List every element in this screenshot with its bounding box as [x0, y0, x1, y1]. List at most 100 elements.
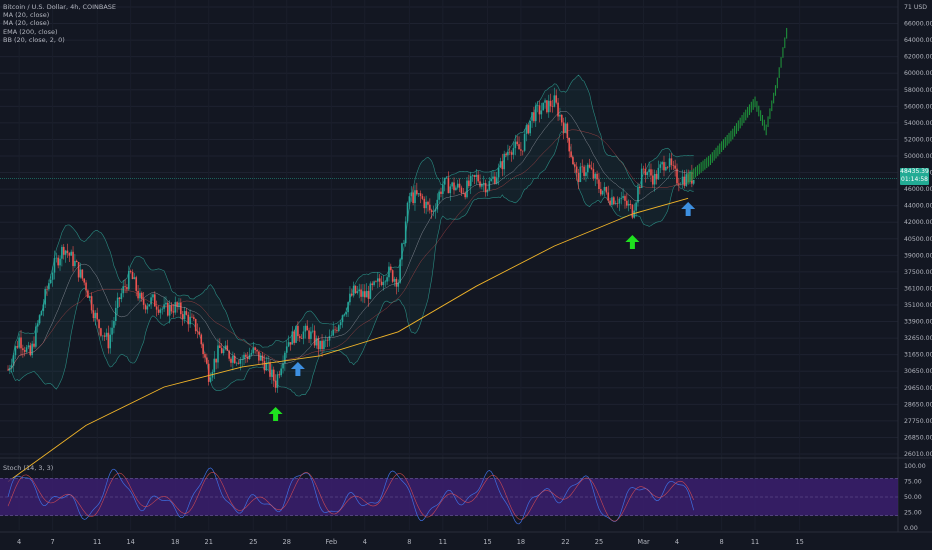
candle-body [66, 250, 69, 254]
candle-body [562, 122, 565, 133]
candle-body [577, 172, 580, 183]
candle-body [692, 179, 695, 184]
candle-body [495, 177, 498, 184]
candle-body [44, 289, 46, 305]
candle-body [458, 183, 461, 188]
candle-body [291, 331, 294, 345]
candle-body [185, 311, 188, 315]
signal-arrows [268, 202, 696, 421]
candle-body [217, 345, 219, 363]
candle-body [150, 297, 152, 305]
candle-body [61, 246, 63, 259]
candle-body [219, 345, 221, 348]
candle-body [341, 315, 344, 323]
candle-body [20, 337, 22, 349]
candle-body [129, 270, 132, 272]
candle-body [352, 285, 355, 296]
candle-body [559, 114, 561, 117]
candle-body [685, 174, 688, 186]
candle-body [609, 200, 611, 205]
candle-body [202, 344, 204, 355]
candle-body [573, 164, 576, 167]
candle-body [127, 270, 130, 290]
candle-body [176, 302, 178, 307]
candle-body [471, 175, 474, 177]
candle-body [360, 289, 362, 297]
candle-body [661, 162, 663, 165]
candle-body [38, 315, 41, 324]
candle-body [497, 167, 500, 178]
stoch-label[interactable]: Stoch (14, 3, 3) [3, 464, 54, 472]
candle-body [297, 325, 299, 337]
candle-body [72, 251, 74, 267]
candle-body [564, 123, 567, 133]
candle-body [399, 259, 401, 283]
x-tick-label: 7 [50, 538, 54, 546]
y-tick-label: 40500.00 [904, 236, 932, 243]
candle-body [627, 203, 630, 206]
candle-body [369, 283, 372, 299]
candle-body [553, 95, 556, 107]
candle-body [154, 294, 156, 307]
x-tick-label: 11 [93, 538, 101, 546]
candle-body [629, 203, 632, 205]
candle-body [172, 311, 175, 313]
candle-body [367, 290, 370, 299]
candle-body [538, 105, 541, 115]
x-tick-label: 4 [363, 538, 367, 546]
indicator-ema[interactable]: EMA (200, close) [3, 27, 58, 36]
candle-body [64, 250, 67, 255]
candle-body [51, 272, 54, 280]
candle-body [298, 336, 301, 339]
candle-body [311, 330, 314, 332]
candle-body [542, 102, 544, 111]
candle-body [640, 168, 643, 189]
candle-body [16, 346, 19, 348]
candle-body [417, 193, 420, 195]
candle-body [624, 196, 626, 201]
indicator-ma-1[interactable]: MA (20, close) [3, 11, 50, 20]
indicator-ma-2[interactable]: MA (20, close) [3, 19, 50, 28]
x-tick-label: 14 [126, 538, 134, 546]
candle-body [475, 174, 478, 177]
x-tick-label: Mar [637, 538, 650, 546]
bb-upper [7, 74, 694, 371]
candle-body [196, 331, 199, 332]
candle-body [246, 356, 249, 359]
candle-body [611, 197, 613, 205]
candle-body [272, 369, 275, 381]
stoch-band [0, 478, 898, 516]
indicator-bb[interactable]: BB (20, close, 2, 0) [3, 35, 65, 44]
candle-body [96, 312, 98, 320]
candle-body [579, 166, 582, 183]
candle-body [508, 151, 511, 153]
candle-body [362, 291, 364, 297]
candle-body [566, 123, 569, 138]
candle-body [648, 169, 650, 173]
candle-body [674, 165, 676, 169]
candle-body [40, 311, 43, 316]
candle-body [516, 141, 518, 145]
candle-body [375, 281, 377, 282]
candle-body [321, 340, 323, 350]
candle-body [605, 187, 608, 193]
candle-body [631, 204, 634, 218]
chart-title[interactable]: Bitcoin / U.S. Dollar, 4h, COINBASE [3, 3, 117, 11]
candle-body [456, 183, 459, 188]
candle-body [676, 168, 678, 184]
candle-body [181, 314, 184, 320]
candle-body [35, 326, 37, 347]
candle-body [449, 186, 452, 194]
candle-body [592, 169, 595, 179]
candle-body [103, 335, 106, 337]
candle-body [620, 197, 623, 199]
candle-body [350, 293, 353, 296]
candle-body [206, 357, 208, 364]
x-tick-label: 22 [561, 538, 569, 546]
candle-body [655, 173, 658, 180]
candle-body [259, 355, 262, 361]
candle-body [167, 302, 169, 316]
candle-body [198, 331, 201, 335]
candle-body [477, 174, 479, 182]
